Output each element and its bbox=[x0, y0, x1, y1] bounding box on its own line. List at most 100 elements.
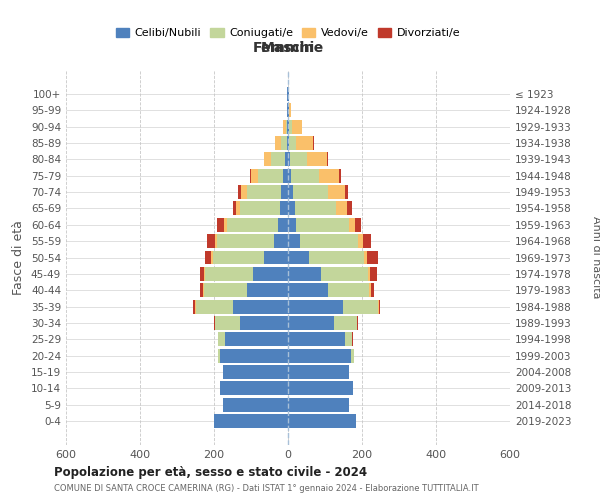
Bar bbox=[220, 382, 288, 396]
Bar bbox=[264, 250, 288, 264]
Bar bbox=[293, 185, 328, 199]
Text: Maschi: Maschi bbox=[260, 41, 315, 55]
Bar bbox=[275, 136, 281, 150]
Bar bbox=[213, 250, 264, 264]
Bar bbox=[345, 185, 348, 199]
Bar bbox=[227, 218, 278, 232]
Bar bbox=[265, 152, 271, 166]
Bar bbox=[287, 104, 288, 118]
Bar bbox=[240, 316, 288, 330]
Bar bbox=[280, 202, 288, 215]
Bar bbox=[290, 152, 307, 166]
Bar bbox=[288, 234, 300, 248]
Bar bbox=[288, 104, 289, 118]
Bar bbox=[358, 234, 363, 248]
Bar bbox=[287, 87, 288, 101]
Bar bbox=[223, 365, 288, 379]
Bar bbox=[218, 348, 220, 362]
Bar bbox=[288, 218, 296, 232]
Bar bbox=[346, 332, 352, 346]
Text: Popolazione per età, sesso e stato civile - 2024: Popolazione per età, sesso e stato civil… bbox=[54, 466, 367, 479]
Bar bbox=[225, 332, 288, 346]
Bar bbox=[289, 136, 296, 150]
Bar bbox=[218, 332, 225, 346]
Bar bbox=[274, 234, 288, 248]
Bar bbox=[247, 284, 288, 297]
Bar bbox=[343, 300, 378, 314]
Bar bbox=[247, 185, 281, 199]
Bar bbox=[205, 250, 211, 264]
Bar bbox=[288, 185, 293, 199]
Bar bbox=[300, 234, 358, 248]
Bar bbox=[233, 202, 236, 215]
Bar bbox=[288, 152, 290, 166]
Text: Femmine: Femmine bbox=[253, 41, 324, 55]
Bar bbox=[291, 169, 319, 182]
Bar bbox=[223, 398, 288, 411]
Bar bbox=[288, 316, 334, 330]
Bar bbox=[288, 267, 320, 281]
Bar bbox=[257, 169, 283, 182]
Bar bbox=[285, 152, 288, 166]
Bar bbox=[220, 348, 288, 362]
Bar bbox=[288, 332, 346, 346]
Legend: Celibi/Nubili, Coniugati/e, Vedovi/e, Divorziati/e: Celibi/Nubili, Coniugati/e, Vedovi/e, Di… bbox=[112, 23, 464, 42]
Bar bbox=[334, 316, 357, 330]
Bar bbox=[310, 250, 364, 264]
Bar bbox=[289, 104, 290, 118]
Bar bbox=[349, 218, 355, 232]
Bar bbox=[288, 169, 291, 182]
Bar bbox=[238, 185, 241, 199]
Bar bbox=[217, 234, 274, 248]
Bar bbox=[288, 136, 289, 150]
Bar bbox=[233, 300, 288, 314]
Bar bbox=[250, 169, 251, 182]
Bar bbox=[283, 120, 286, 134]
Bar bbox=[200, 284, 203, 297]
Bar bbox=[320, 267, 368, 281]
Bar bbox=[363, 234, 371, 248]
Bar bbox=[328, 185, 345, 199]
Bar bbox=[236, 202, 240, 215]
Bar bbox=[288, 300, 343, 314]
Y-axis label: Fasce di età: Fasce di età bbox=[13, 220, 25, 295]
Text: COMUNE DI SANTA CROCE CAMERINA (RG) - Dati ISTAT 1° gennaio 2024 - Elaborazione : COMUNE DI SANTA CROCE CAMERINA (RG) - Da… bbox=[54, 484, 479, 493]
Bar bbox=[368, 267, 370, 281]
Bar bbox=[281, 136, 287, 150]
Bar bbox=[319, 169, 339, 182]
Bar bbox=[379, 300, 380, 314]
Bar bbox=[352, 332, 353, 346]
Bar bbox=[288, 348, 351, 362]
Bar bbox=[207, 234, 215, 248]
Bar bbox=[357, 316, 358, 330]
Bar bbox=[286, 120, 287, 134]
Bar bbox=[364, 250, 367, 264]
Bar bbox=[313, 136, 314, 150]
Bar bbox=[355, 218, 361, 232]
Bar bbox=[289, 120, 292, 134]
Bar bbox=[288, 414, 356, 428]
Bar bbox=[287, 136, 288, 150]
Bar bbox=[214, 414, 288, 428]
Bar bbox=[224, 218, 227, 232]
Bar bbox=[339, 169, 341, 182]
Bar bbox=[371, 284, 374, 297]
Bar bbox=[253, 267, 288, 281]
Bar bbox=[288, 120, 289, 134]
Bar bbox=[288, 382, 353, 396]
Bar bbox=[263, 152, 265, 166]
Bar bbox=[370, 284, 371, 297]
Bar bbox=[283, 169, 288, 182]
Bar bbox=[196, 300, 233, 314]
Bar bbox=[296, 218, 349, 232]
Y-axis label: Anni di nascita: Anni di nascita bbox=[591, 216, 600, 298]
Bar bbox=[195, 300, 196, 314]
Bar bbox=[203, 284, 247, 297]
Bar bbox=[241, 185, 247, 199]
Bar bbox=[296, 136, 313, 150]
Bar bbox=[214, 316, 215, 330]
Bar bbox=[370, 267, 377, 281]
Bar bbox=[295, 202, 336, 215]
Bar bbox=[251, 169, 257, 182]
Bar bbox=[204, 267, 205, 281]
